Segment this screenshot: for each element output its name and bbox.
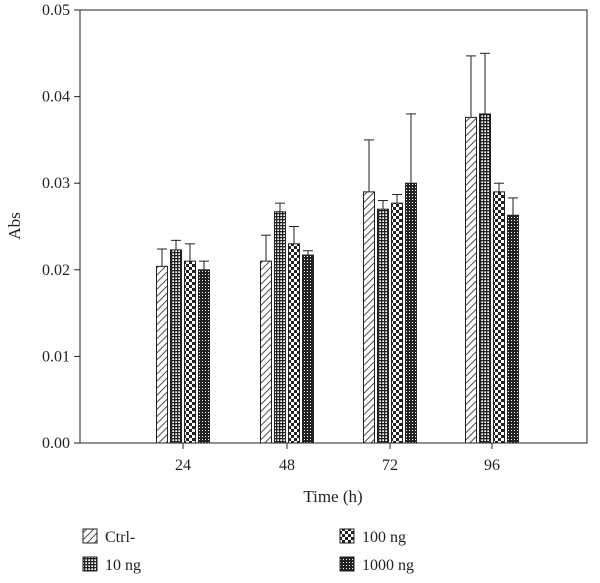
x-tick-label: 96 bbox=[484, 457, 500, 474]
bar-ctrl--48 bbox=[260, 260, 272, 444]
y-axis-label: Abs bbox=[5, 212, 24, 239]
bar-ctrl--72 bbox=[363, 191, 375, 444]
bar-100-ng-48 bbox=[288, 243, 300, 444]
bar-100-ng-72 bbox=[391, 202, 403, 444]
bar-10-ng-72 bbox=[377, 208, 389, 444]
x-tick-label: 48 bbox=[279, 457, 295, 474]
x-tick-label: 24 bbox=[175, 457, 191, 474]
bar-10-ng-96 bbox=[479, 113, 491, 444]
x-tick-label: 72 bbox=[382, 457, 398, 474]
bar-1000-ng-24 bbox=[198, 269, 210, 444]
legend-swatch bbox=[82, 556, 98, 572]
x-axis-label: Time (h) bbox=[303, 487, 362, 506]
legend-label: Ctrl- bbox=[105, 529, 135, 546]
bar-ctrl--96 bbox=[465, 116, 477, 444]
bar-ctrl--24 bbox=[156, 265, 168, 444]
y-tick-label: 0.05 bbox=[42, 2, 70, 19]
legend-label: 10 ng bbox=[105, 557, 141, 574]
y-tick-label: 0.02 bbox=[42, 262, 70, 279]
legend-swatch bbox=[339, 528, 355, 544]
y-tick-label: 0.04 bbox=[42, 89, 70, 106]
y-tick-label: 0.03 bbox=[42, 175, 70, 192]
error-bars bbox=[157, 52, 518, 270]
bar-1000-ng-48 bbox=[302, 254, 314, 444]
legend: Ctrl- 10 ng 100 ng 1000 ng bbox=[82, 528, 414, 574]
bar-100-ng-24 bbox=[184, 260, 196, 444]
y-tick-label: 0.00 bbox=[42, 435, 70, 452]
bar-1000-ng-72 bbox=[405, 182, 417, 444]
bar-10-ng-48 bbox=[274, 211, 286, 444]
legend-swatch bbox=[82, 528, 98, 544]
bar-100-ng-96 bbox=[493, 191, 505, 444]
x-axis: 24 48 72 96 bbox=[175, 443, 500, 474]
y-axis: 0.00 0.01 0.02 0.03 0.04 0.05 bbox=[42, 2, 80, 452]
bars bbox=[156, 113, 519, 444]
bar-10-ng-24 bbox=[170, 249, 182, 444]
y-tick-label: 0.01 bbox=[42, 348, 70, 365]
plot-frame bbox=[79, 9, 588, 444]
legend-label: 100 ng bbox=[362, 529, 406, 546]
bar-1000-ng-96 bbox=[507, 214, 519, 444]
legend-swatch bbox=[339, 556, 355, 572]
legend-label: 1000 ng bbox=[362, 557, 414, 574]
